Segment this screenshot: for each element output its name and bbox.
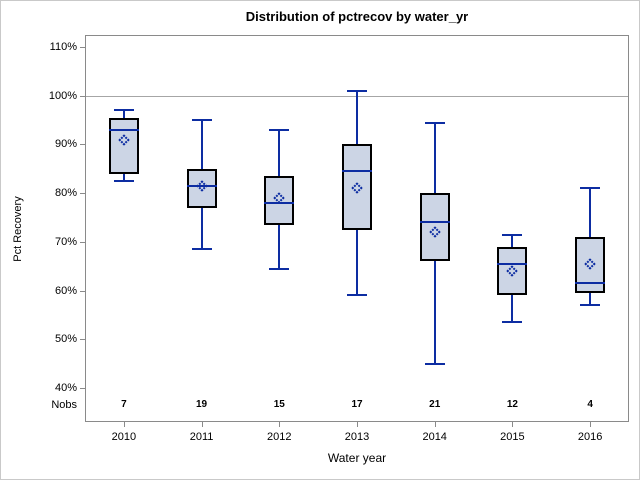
nobs-value: 7 <box>121 399 127 410</box>
whisker-cap-top <box>269 128 290 131</box>
median-line <box>108 128 139 131</box>
median-line <box>497 262 528 265</box>
y-tick-label: 50% <box>54 333 77 346</box>
y-tick-mark <box>80 290 85 292</box>
whisker-cap-top <box>191 119 212 122</box>
box-iqr <box>419 193 450 262</box>
x-tick-label: 2014 <box>422 431 447 443</box>
chart-title: Distribution of pctrecov by water_yr <box>245 9 469 24</box>
y-tick-mark <box>80 241 85 243</box>
median-line <box>342 170 372 173</box>
x-tick-label: 2013 <box>344 431 370 443</box>
y-tick-label: 100% <box>48 89 77 102</box>
whisker-cap-top <box>113 109 134 112</box>
median-line <box>264 201 295 204</box>
whisker-cap-top <box>580 187 601 190</box>
x-tick-mark <box>512 422 514 427</box>
box-iqr <box>342 144 372 230</box>
whisker-cap-top <box>502 233 523 236</box>
nobs-value: 19 <box>196 399 208 410</box>
y-tick-label: 80% <box>54 187 77 200</box>
x-axis-title: Water year <box>327 451 387 465</box>
whisker-cap-bottom <box>191 248 212 251</box>
x-tick-mark <box>279 422 281 427</box>
whisker-cap-top <box>424 121 445 124</box>
nobs-value: 4 <box>587 399 593 410</box>
x-tick-mark <box>590 422 592 427</box>
y-tick-label: 40% <box>54 381 77 394</box>
median-line <box>575 282 606 285</box>
whisker-cap-bottom <box>269 267 290 270</box>
nobs-value: 17 <box>351 399 363 410</box>
nobs-value: 15 <box>273 399 285 410</box>
x-tick-mark <box>123 422 125 427</box>
median-line <box>419 221 450 224</box>
y-tick-mark <box>80 144 85 146</box>
y-tick-mark <box>80 387 85 389</box>
whisker-cap-bottom <box>424 362 445 365</box>
whisker-cap-bottom <box>580 304 601 307</box>
box-iqr <box>186 168 217 208</box>
whisker-cap-top <box>347 89 367 92</box>
x-tick-mark <box>201 422 203 427</box>
y-tick-label: 90% <box>54 138 77 151</box>
whisker-cap-bottom <box>347 294 367 297</box>
whisker-cap-bottom <box>113 179 134 182</box>
y-tick-mark <box>80 47 85 48</box>
box-iqr <box>497 246 528 296</box>
y-axis-title: Pct Recovery <box>12 196 24 262</box>
x-tick-mark <box>434 422 436 427</box>
nobs-value: 21 <box>429 399 441 410</box>
x-tick-label: 2011 <box>189 431 214 443</box>
y-tick-label: 70% <box>54 235 77 248</box>
x-tick-label: 2015 <box>500 431 525 443</box>
y-tick-label: 110% <box>49 41 77 53</box>
nobs-value: 12 <box>506 399 518 410</box>
box-iqr <box>264 176 295 225</box>
x-tick-mark <box>357 422 358 427</box>
y-tick-label: 60% <box>54 284 77 297</box>
y-tick-mark <box>80 339 85 341</box>
y-tick-mark <box>80 193 85 195</box>
x-tick-label: 2010 <box>111 431 137 443</box>
x-tick-label: 2012 <box>267 431 292 443</box>
median-line <box>186 184 217 187</box>
whisker-cap-bottom <box>502 321 523 324</box>
box-iqr <box>108 117 139 174</box>
y-tick-mark <box>80 95 85 97</box>
nobs-row-label: Nobs <box>51 399 77 411</box>
x-tick-label: 2016 <box>577 431 603 443</box>
